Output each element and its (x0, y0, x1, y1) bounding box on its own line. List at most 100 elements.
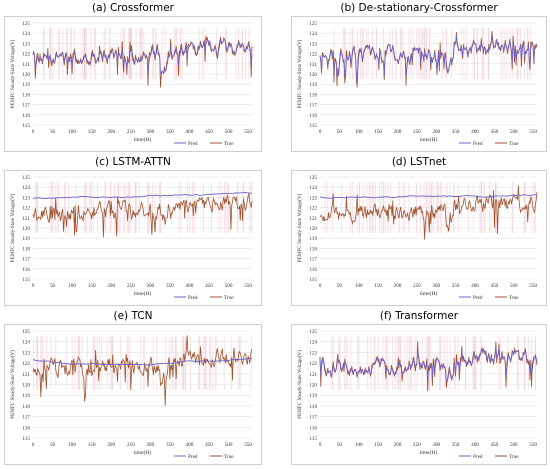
y-tick-label: 122 (22, 206, 30, 212)
y-tick-label: 124 (309, 31, 317, 37)
x-tick-label: 150 (374, 283, 382, 289)
x-tick-label: 0 (32, 129, 35, 135)
chart-title: (e) TCN (113, 310, 153, 322)
y-tick-label: 117 (309, 257, 317, 263)
y-tick-label: 116 (22, 113, 30, 119)
y-tick-label: 120 (309, 72, 317, 78)
x-tick-label: 450 (490, 442, 498, 448)
y-tick-label: 124 (309, 340, 317, 346)
plot-area: 115 116 117 118 119 120 121 122 123 124 125 0 50 100 1… (4, 324, 262, 465)
y-tick-label: 118 (309, 92, 317, 98)
y-tick-label: 119 (309, 236, 317, 242)
x-tick-label: 450 (490, 283, 498, 289)
y-tick-label: 118 (309, 246, 317, 252)
x-tick-label: 300 (432, 283, 440, 289)
x-axis-label: time(H) (420, 449, 438, 456)
y-tick-label: 121 (309, 62, 317, 68)
x-tick-label: 250 (127, 129, 135, 135)
x-axis-label: time(H) (134, 290, 152, 297)
y-tick-label: 120 (22, 226, 30, 232)
y-tick-label: 123 (22, 41, 30, 47)
x-tick-label: 250 (413, 283, 421, 289)
x-tick-label: 400 (471, 283, 479, 289)
plot-area: 115 116 117 118 119 120 121 122 123 124 125 0 50 100 1… (4, 16, 262, 152)
series-line-pred (319, 34, 538, 84)
y-tick-label: 116 (309, 267, 317, 273)
x-tick-label: 350 (452, 283, 460, 289)
x-tick-label: 350 (452, 129, 460, 135)
y-tick-label: 125 (309, 329, 317, 335)
x-tick-label: 0 (319, 129, 322, 135)
y-axis-label: PEMFC Steady-State Voltage(V) (9, 39, 16, 108)
y-tick-label: 116 (22, 267, 30, 273)
y-tick-label: 118 (22, 246, 30, 252)
y-tick-label: 115 (309, 277, 317, 283)
y-tick-label: 124 (309, 185, 317, 191)
y-tick-label: 123 (22, 195, 30, 201)
x-tick-label: 550 (244, 283, 252, 289)
y-tick-label: 117 (309, 415, 317, 421)
y-axis-label: PEMFC Steady-State Voltage(V) (296, 350, 303, 419)
x-tick-label: 100 (355, 442, 363, 448)
y-tick-label: 122 (309, 361, 317, 367)
chart-title: (d) LSTnet (391, 156, 447, 168)
legend-label-pred: Pred (188, 454, 198, 460)
legend-label-pred: Pred (188, 141, 198, 147)
x-tick-label: 450 (205, 129, 213, 135)
y-tick-label: 119 (22, 236, 30, 242)
x-axis-label: time(H) (420, 290, 438, 297)
plot-area: 115 116 117 118 119 120 121 122 123 124 125 0 50 100 1… (291, 16, 547, 152)
y-tick-label: 125 (309, 175, 317, 181)
x-tick-label: 50 (50, 283, 56, 289)
series-line-true (319, 185, 538, 240)
x-tick-label: 250 (127, 442, 135, 448)
y-tick-label: 116 (309, 113, 317, 119)
y-tick-label: 125 (22, 329, 30, 335)
y-tick-label: 125 (309, 21, 317, 27)
x-tick-label: 100 (68, 442, 76, 448)
y-tick-label: 123 (309, 41, 317, 47)
x-tick-label: 400 (471, 129, 479, 135)
x-tick-label: 450 (205, 283, 213, 289)
chart-title: (b) De-stationary-Crossformer (340, 2, 498, 14)
y-tick-label: 122 (22, 361, 30, 367)
x-tick-label: 0 (32, 442, 35, 448)
y-tick-label: 119 (22, 82, 30, 88)
x-tick-label: 50 (337, 442, 343, 448)
chart-svg: 115 116 117 118 119 120 121 122 123 124 125 0 50 100 1… (296, 329, 538, 460)
x-tick-label: 100 (68, 283, 76, 289)
x-tick-label: 300 (432, 129, 440, 135)
x-tick-label: 100 (68, 129, 76, 135)
x-tick-label: 50 (337, 129, 343, 135)
x-tick-label: 0 (319, 283, 322, 289)
x-tick-label: 200 (394, 129, 402, 135)
y-axis-label: PEMFC Steady-State Voltage(V) (296, 193, 303, 262)
y-axis-label: PEMFC Steady-State Voltage(V) (9, 350, 16, 419)
x-axis-label: time(H) (134, 136, 152, 143)
x-tick-label: 100 (355, 129, 363, 135)
chart-svg: 115 116 117 118 119 120 121 122 123 124 125 0 50 100 1… (296, 175, 538, 301)
legend-label-true: True (224, 295, 234, 301)
x-tick-label: 0 (319, 442, 322, 448)
x-tick-label: 150 (88, 442, 96, 448)
x-tick-label: 550 (529, 442, 537, 448)
y-tick-label: 124 (22, 185, 30, 191)
panel-lstm-attn: (c) LSTM-ATTN 115 116 117 118 119 120 121 122 12… (4, 156, 262, 306)
y-tick-label: 118 (22, 404, 30, 410)
x-tick-label: 300 (146, 283, 154, 289)
y-tick-label: 125 (22, 175, 30, 181)
y-tick-label: 122 (309, 52, 317, 58)
x-tick-label: 500 (225, 442, 233, 448)
legend-label-pred: Pred (473, 454, 483, 460)
x-tick-label: 500 (225, 283, 233, 289)
x-tick-label: 50 (50, 129, 56, 135)
y-tick-label: 115 (22, 123, 30, 129)
y-tick-label: 118 (22, 92, 30, 98)
legend-label-pred: Pred (473, 295, 483, 301)
series-line-true (32, 192, 253, 238)
x-axis-label: time(H) (134, 449, 152, 456)
x-tick-label: 550 (529, 129, 537, 135)
y-tick-label: 117 (22, 257, 30, 263)
x-tick-label: 300 (146, 129, 154, 135)
y-tick-label: 123 (309, 350, 317, 356)
